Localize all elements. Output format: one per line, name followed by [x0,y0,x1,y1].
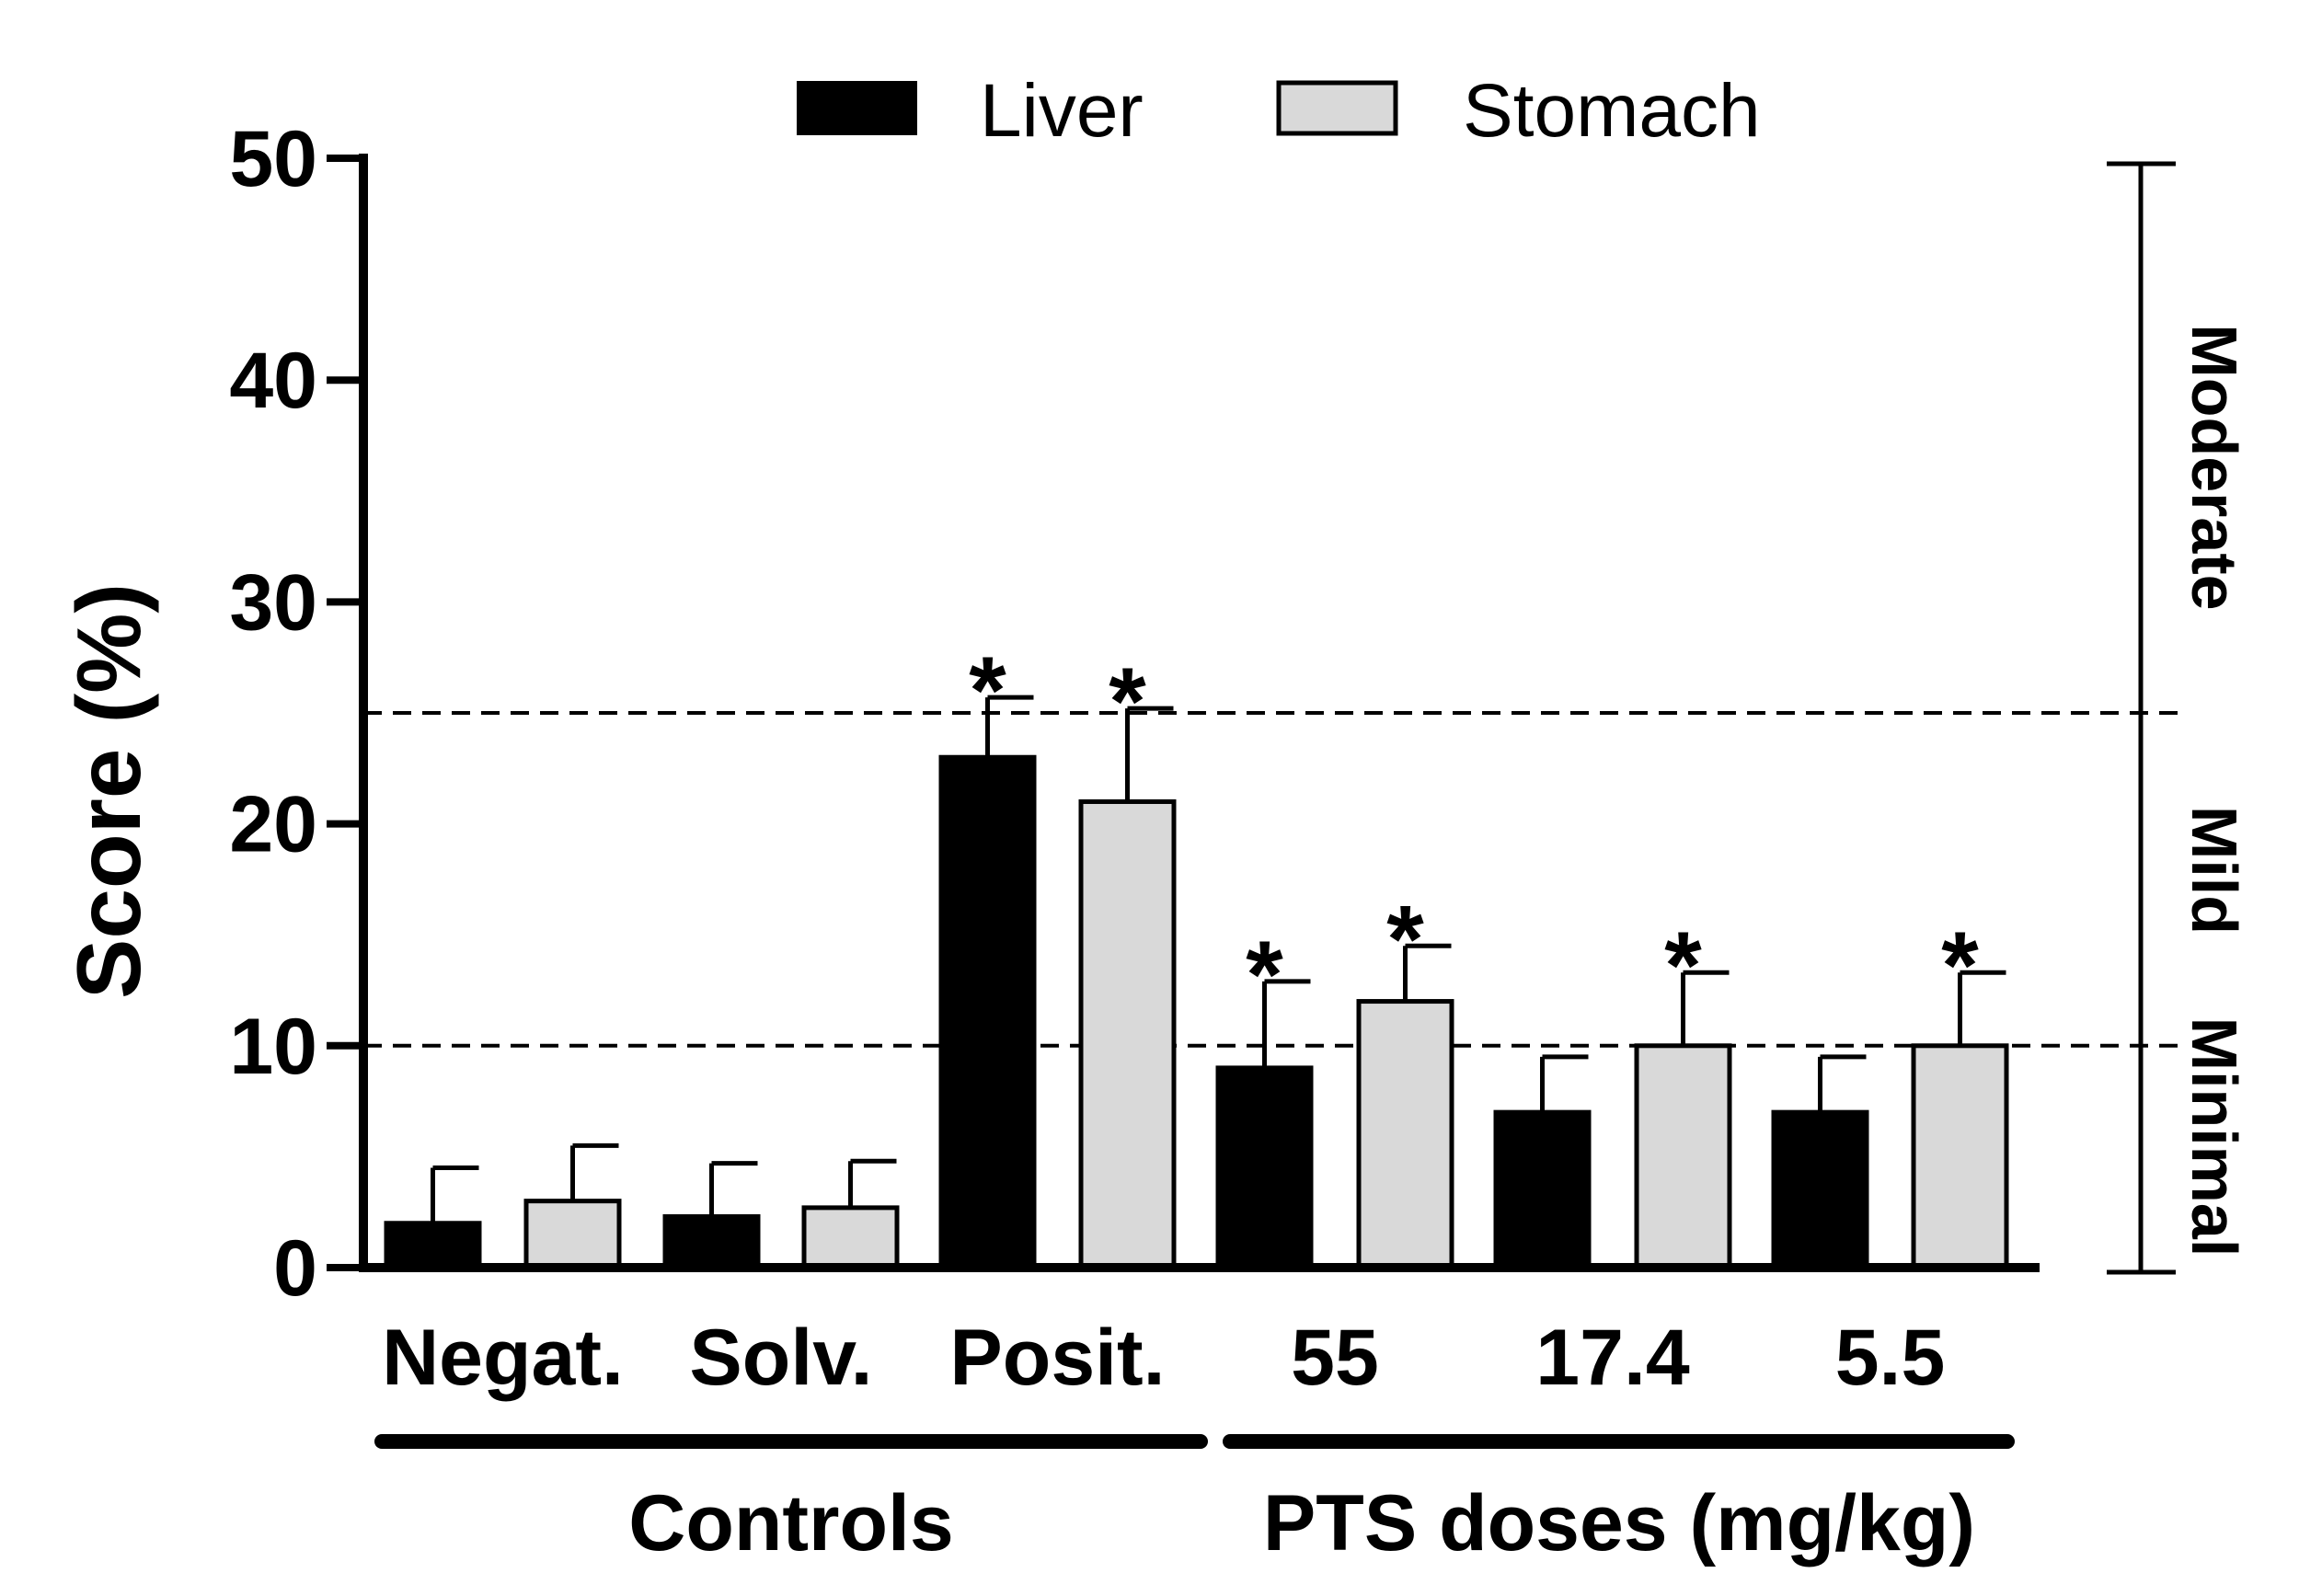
severity-label-moderate: Moderate [2178,324,2250,610]
severity-label-mild: Mild [2178,806,2250,935]
y-ticks: 0 10 20 30 40 50 [229,115,363,1313]
y-tick-label-10: 10 [229,1003,317,1091]
y-axis-label: Score (%) [58,583,159,999]
bar-stomach-55 [1356,999,1454,1270]
significance-markers: * * * * * * [969,637,1979,1028]
x-tick-label-55: 55 [1291,1314,1379,1402]
x-tick-label-5-5: 5.5 [1835,1314,1946,1402]
x-tick-label-negat: Negat. [382,1314,624,1402]
threshold-lines [363,711,2185,1048]
group-controls: Controls [374,1434,1208,1567]
x-tick-label-posit: Posit. [949,1314,1165,1402]
y-tick-label-50: 50 [229,115,317,203]
bar-stomach-posit [1078,798,1177,1270]
error-bars [431,695,2006,1223]
severity-label-minimal: Minimal [2178,1017,2250,1257]
group-pts-doses: PTS doses (mg/kg) [1223,1434,2015,1567]
y-tick-label-20: 20 [229,781,317,869]
y-tick-label-30: 30 [229,558,317,647]
significance-marker-stomach-posit: * [1109,649,1146,755]
x-tick-labels: Negat. Solv. Posit. 55 17.4 5.5 [382,1314,1945,1402]
bar-stomach-5-5 [1911,1043,2009,1270]
bars [384,754,2009,1270]
legend: Liver Stomach [797,69,1761,153]
axes [359,154,2040,1272]
bar-liver-negat [384,1221,482,1270]
significance-marker-stomach-5-5: * [1941,913,1979,1019]
significance-marker-liver-55: * [1246,922,1283,1028]
legend-label-liver: Liver [980,69,1144,153]
group-label-controls: Controls [628,1479,954,1567]
legend-label-stomach: Stomach [1463,69,1761,153]
x-tick-label-17-4: 17.4 [1535,1314,1690,1402]
legend-swatch-liver [797,81,917,135]
x-tick-label-solv: Solv. [689,1314,872,1402]
severity-scale: Moderate Mild Minimal [2107,161,2250,1275]
bar-stomach-solv [801,1205,900,1270]
bar-liver-5-5 [1771,1109,1869,1270]
y-tick-label-0: 0 [273,1224,317,1313]
bar-liver-17-4 [1493,1109,1592,1270]
significance-marker-stomach-17-4: * [1664,913,1702,1019]
legend-swatch-stomach [1276,80,1398,136]
bar-stomach-negat [523,1199,622,1270]
y-tick-label-40: 40 [229,337,317,425]
significance-marker-liver-posit: * [969,637,1006,744]
bar-liver-55 [1215,1065,1314,1270]
group-label-pts-doses: PTS doses (mg/kg) [1263,1479,1975,1567]
bar-liver-solv [662,1214,761,1270]
bar-liver-posit [938,754,1037,1270]
bar-stomach-17-4 [1634,1043,1732,1270]
significance-marker-stomach-55: * [1386,886,1424,993]
